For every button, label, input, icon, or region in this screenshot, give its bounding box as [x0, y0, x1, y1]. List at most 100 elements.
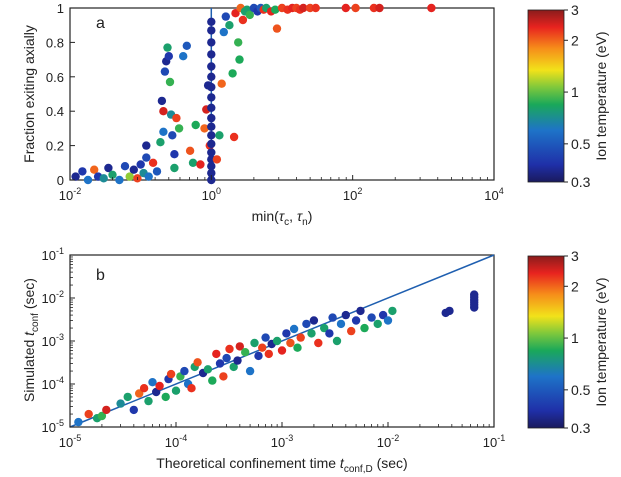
- data-point: [185, 146, 195, 155]
- data-point: [139, 384, 149, 393]
- colorbar-tick-label: 3: [571, 2, 579, 18]
- data-point: [367, 313, 376, 322]
- data-point: [233, 356, 242, 365]
- panel-b-xlabel: Theoretical confinement time tconf,D (se…: [156, 455, 407, 475]
- data-point: [168, 131, 177, 140]
- colorbar-tick-label: 1: [571, 84, 579, 100]
- data-point: [261, 333, 270, 342]
- data-point: [351, 316, 361, 325]
- data-point: [123, 392, 132, 402]
- data-point: [78, 167, 87, 176]
- data-point: [174, 124, 184, 133]
- data-point: [207, 113, 216, 123]
- data-point: [71, 172, 80, 181]
- panel-b-colorbar-title: Ion temperature (eV): [593, 277, 609, 406]
- data-point: [207, 148, 216, 157]
- data-point: [120, 162, 130, 171]
- data-point: [125, 172, 134, 181]
- panel-b-ylabel: Simulated tconf (sec): [21, 278, 41, 402]
- data-point: [115, 175, 124, 185]
- data-point: [161, 392, 170, 402]
- panel-a-xlabel: min(τc, τn): [252, 208, 313, 228]
- data-point: [191, 120, 200, 130]
- y-tick-label: 10-5: [42, 418, 64, 435]
- data-point: [207, 82, 216, 92]
- x-tick-label: 104: [484, 186, 503, 203]
- data-point: [241, 348, 250, 357]
- data-point: [108, 170, 117, 179]
- panel-a-points: [71, 3, 436, 185]
- panel-a: 10-2 100 102 104 0 0.2 0.4 0.6 0.8 1 a Fraction …: [21, 1, 609, 228]
- x-tick-label: 10-2: [59, 186, 81, 203]
- data-point: [470, 290, 479, 299]
- data-point: [229, 132, 239, 142]
- data-point: [116, 399, 125, 408]
- data-point: [293, 343, 302, 352]
- data-point: [272, 24, 282, 33]
- data-point: [356, 306, 365, 316]
- data-point: [375, 3, 384, 13]
- data-point: [373, 319, 382, 329]
- data-point: [207, 131, 216, 140]
- colorbar-tick-label: 0.5: [571, 136, 591, 152]
- data-point: [97, 411, 107, 421]
- panel-b-letter: b: [96, 267, 105, 284]
- data-point: [165, 77, 175, 87]
- data-point: [296, 333, 305, 342]
- x-tick-label: 100: [202, 186, 221, 203]
- colorbar-tick-label: 0.5: [571, 382, 591, 398]
- data-point: [314, 338, 323, 348]
- data-point: [272, 336, 282, 346]
- data-point: [157, 96, 167, 106]
- data-point: [332, 336, 342, 346]
- data-point: [212, 155, 222, 164]
- data-point: [207, 50, 216, 59]
- data-point: [207, 103, 216, 113]
- data-point: [207, 93, 216, 102]
- data-point: [200, 124, 209, 133]
- data-point: [203, 365, 213, 374]
- x-tick-label: 10-1: [483, 433, 505, 450]
- data-point: [129, 405, 138, 415]
- data-point: [228, 69, 237, 78]
- data-point: [388, 306, 397, 316]
- data-point: [208, 376, 217, 385]
- x-tick-label: 10-5: [59, 433, 81, 450]
- x-tick-label: 10-3: [271, 433, 293, 450]
- data-point: [148, 158, 158, 167]
- data-point: [347, 326, 356, 336]
- data-point: [136, 160, 145, 169]
- data-point: [445, 306, 454, 316]
- data-point: [187, 384, 196, 393]
- data-point: [238, 15, 248, 25]
- data-point: [307, 329, 316, 338]
- panel-b: 10-5 10-4 10-3 10-2 10-1 10-510-410-310-210-…: [21, 246, 609, 475]
- data-point: [264, 349, 273, 359]
- data-point: [250, 338, 259, 348]
- colorbar-tick-label: 2: [571, 32, 579, 48]
- panel-b-x-ticks: 10-5 10-4 10-3 10-2 10-1: [59, 422, 505, 450]
- data-point: [166, 369, 176, 379]
- data-point: [378, 310, 388, 320]
- data-point: [302, 319, 311, 329]
- data-point: [383, 316, 393, 325]
- data-point: [142, 153, 151, 162]
- data-point: [309, 316, 319, 325]
- data-point: [182, 41, 191, 50]
- x-tick-label: 10-4: [165, 433, 187, 450]
- panel-a-x-ticks: 10-2 100 102 104: [59, 175, 504, 203]
- panel-a-y-ticks: 0 0.2 0.4 0.6 0.8 1: [46, 1, 75, 188]
- panel-a-ylabel: Fraction exiting axially: [21, 25, 37, 163]
- data-point: [277, 346, 287, 355]
- data-point: [217, 79, 226, 88]
- data-point: [299, 3, 308, 13]
- data-point: [215, 131, 224, 140]
- data-point: [102, 405, 111, 415]
- data-point: [245, 10, 254, 20]
- data-point: [234, 38, 243, 47]
- panel-b-colorbar-ticks: 3 2 1 0.5 0.3: [564, 248, 591, 436]
- data-point: [225, 21, 234, 30]
- data-point: [254, 351, 263, 361]
- data-point: [207, 168, 216, 178]
